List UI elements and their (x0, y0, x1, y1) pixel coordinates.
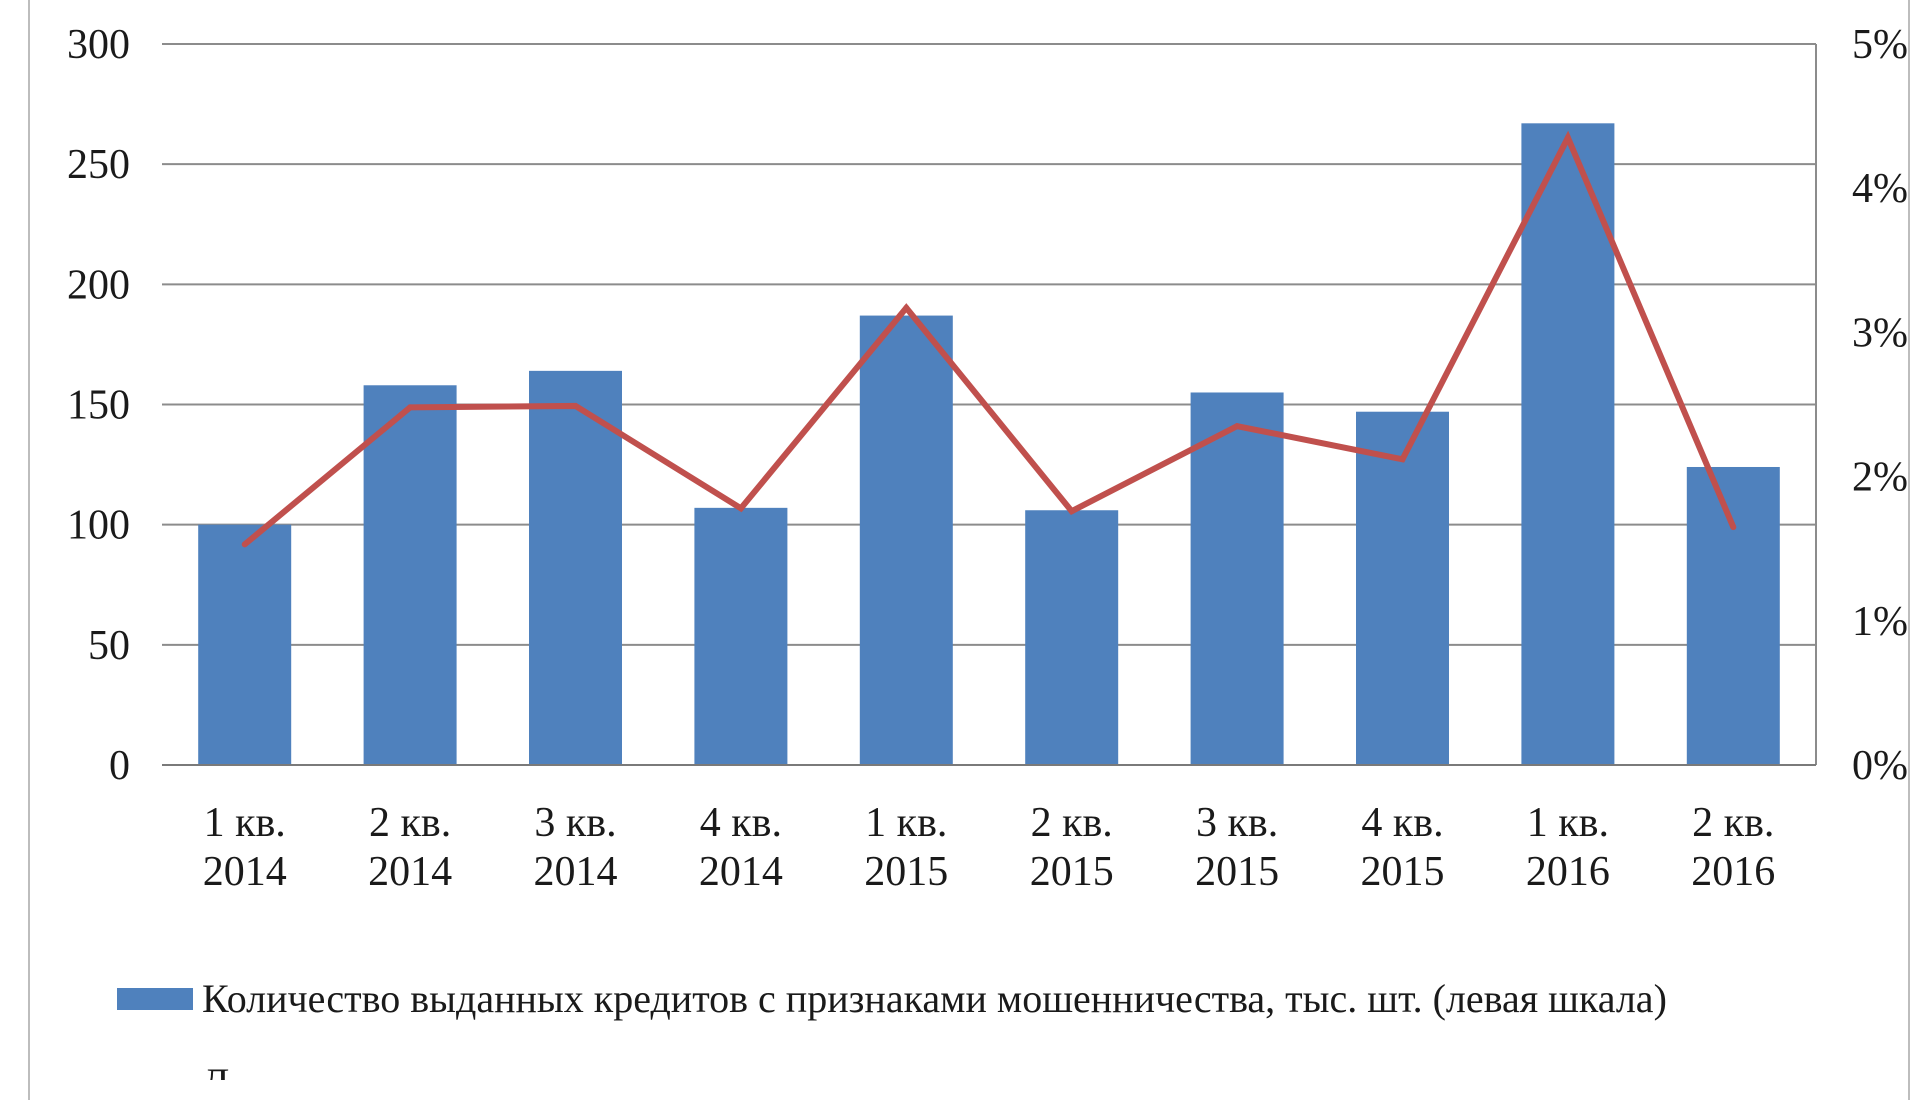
bar (363, 385, 457, 765)
line-point (1730, 524, 1737, 531)
y-left-tick-label: 100 (67, 503, 130, 549)
x-tick-label-quarter: 4 кв. (1361, 800, 1443, 846)
line-point (572, 402, 579, 409)
x-tick-label-year: 2014 (368, 849, 452, 895)
x-tick-label-year: 2014 (534, 849, 618, 895)
y-right-tick-label: 3% (1852, 310, 1908, 356)
line-path (242, 130, 1737, 547)
bar (198, 524, 292, 765)
line-series (241, 130, 1737, 548)
bar (1025, 510, 1119, 765)
x-tick-label-quarter: 4 кв. (700, 800, 782, 846)
y-right-tick-label: 5% (1852, 22, 1908, 68)
x-tick-label-year: 2016 (1691, 849, 1775, 895)
y-right-tick-label: 0% (1852, 743, 1908, 789)
x-tick-label-year: 2016 (1526, 849, 1610, 895)
x-tick-label-quarter: 1 кв. (1527, 800, 1609, 846)
bar (694, 507, 788, 765)
legend: Количество выданных кредитов с признакам… (117, 976, 1667, 1080)
x-tick-label-year: 2014 (699, 849, 783, 895)
y-left-tick-label: 300 (67, 22, 130, 68)
x-tick-label-year: 2015 (1361, 849, 1445, 895)
bar (859, 315, 953, 765)
bar (1356, 411, 1449, 765)
chart-frame: 0 50 100 150 200 250 300 0% 1% 2% 3% 4% 5% 1 кв. 2014 2… (28, 0, 1910, 1100)
x-tick-label-quarter: 1 кв. (204, 800, 286, 846)
y-left-tick-label: 250 (67, 142, 130, 188)
y-left-tick-label: 200 (67, 262, 130, 308)
x-tick-label-quarter: 3 кв. (534, 800, 616, 846)
y-left-tick-label: 50 (88, 623, 130, 669)
line-point (1234, 423, 1241, 430)
legend-label-bar: Количество выданных кредитов с признакам… (202, 976, 1667, 1021)
line-point (1564, 134, 1571, 141)
line-point (241, 541, 248, 548)
y-right-tick-label: 4% (1852, 166, 1908, 212)
x-tick-label-quarter: 2 кв. (1692, 800, 1774, 846)
y-left-tick-label: 0 (109, 743, 130, 789)
x-tick-label-year: 2015 (1195, 849, 1279, 895)
x-tick-label-quarter: 3 кв. (1196, 800, 1278, 846)
line-point (1068, 508, 1075, 515)
y-left-tick-label: 150 (67, 383, 130, 429)
bar (1686, 466, 1780, 765)
y-right-tick-label: 1% (1852, 599, 1908, 645)
line-point (903, 304, 910, 311)
x-tick-label-year: 2014 (203, 849, 287, 895)
bar (1190, 392, 1284, 765)
x-tick-label-quarter: 1 кв. (865, 800, 947, 846)
bar (529, 370, 622, 765)
line-point (737, 505, 744, 512)
legend-label-line-partial: Д (202, 1060, 229, 1080)
bar-series (198, 123, 1780, 765)
x-tick-label-year: 2015 (864, 849, 948, 895)
x-tick-label-quarter: 2 кв. (1031, 800, 1113, 846)
x-tick-label-year: 2015 (1030, 849, 1114, 895)
x-tick-label-quarter: 2 кв. (369, 800, 451, 846)
bar (1521, 123, 1615, 765)
legend-swatch-bar (117, 988, 193, 1010)
line-point (1399, 456, 1406, 463)
line-point (407, 404, 414, 411)
y-right-tick-label: 2% (1852, 455, 1908, 501)
